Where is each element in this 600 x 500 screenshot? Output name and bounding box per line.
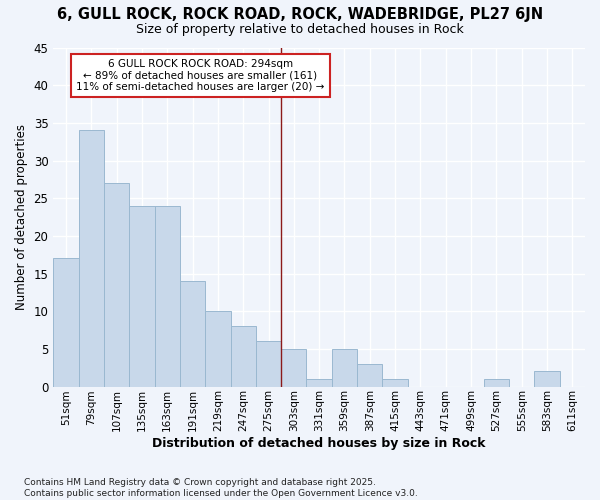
Bar <box>79 130 104 386</box>
Bar <box>332 349 357 387</box>
Bar <box>53 258 79 386</box>
Bar <box>382 379 408 386</box>
Bar <box>104 183 129 386</box>
Bar <box>180 281 205 386</box>
Bar <box>357 364 382 386</box>
Bar <box>256 342 281 386</box>
Bar <box>230 326 256 386</box>
Bar <box>155 206 180 386</box>
X-axis label: Distribution of detached houses by size in Rock: Distribution of detached houses by size … <box>152 437 486 450</box>
Bar <box>205 311 230 386</box>
Bar <box>281 349 307 387</box>
Text: Contains HM Land Registry data © Crown copyright and database right 2025.
Contai: Contains HM Land Registry data © Crown c… <box>24 478 418 498</box>
Bar <box>129 206 155 386</box>
Text: 6 GULL ROCK ROCK ROAD: 294sqm
← 89% of detached houses are smaller (161)
11% of : 6 GULL ROCK ROCK ROAD: 294sqm ← 89% of d… <box>76 59 325 92</box>
Y-axis label: Number of detached properties: Number of detached properties <box>15 124 28 310</box>
Text: 6, GULL ROCK, ROCK ROAD, ROCK, WADEBRIDGE, PL27 6JN: 6, GULL ROCK, ROCK ROAD, ROCK, WADEBRIDG… <box>57 8 543 22</box>
Bar <box>307 379 332 386</box>
Bar <box>484 379 509 386</box>
Bar <box>535 372 560 386</box>
Text: Size of property relative to detached houses in Rock: Size of property relative to detached ho… <box>136 22 464 36</box>
